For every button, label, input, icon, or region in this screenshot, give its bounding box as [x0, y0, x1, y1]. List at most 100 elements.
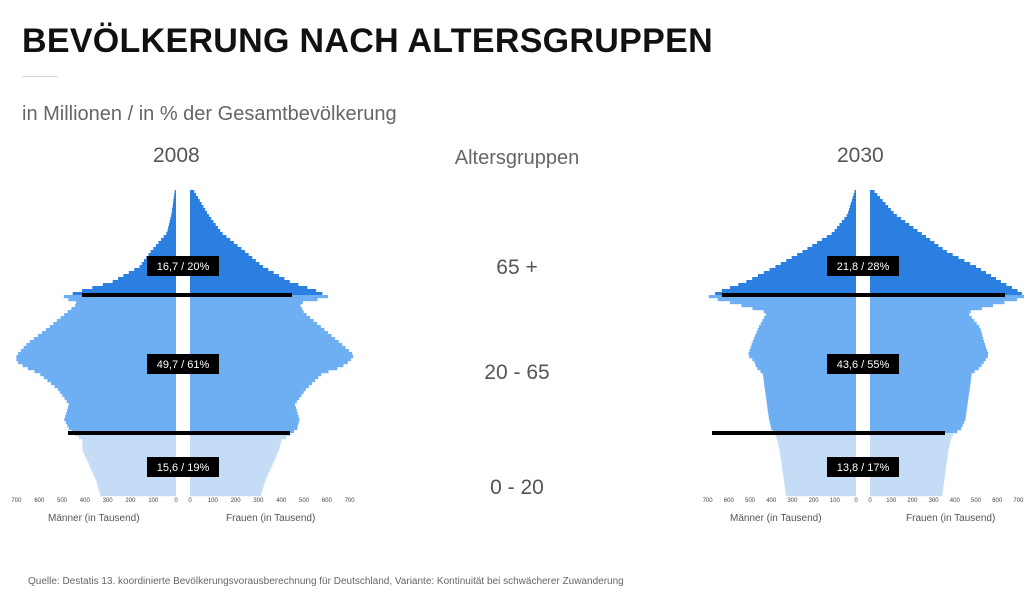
bar-men-65-plus	[752, 277, 856, 281]
bar-women-0-20	[190, 463, 273, 467]
bar-men-0-20	[780, 454, 856, 458]
bar-men-20-65	[767, 406, 856, 410]
bar-men-20-65	[18, 361, 176, 365]
bar-women-65-plus	[870, 283, 1007, 287]
bar-men-65-plus	[163, 235, 176, 239]
bar-men-0-20	[779, 448, 856, 452]
bar-men-65-plus	[854, 190, 856, 194]
x-tick-label: 700	[345, 498, 356, 504]
bar-men-20-65	[64, 418, 176, 422]
bar-men-20-65	[16, 358, 177, 362]
bar-men-0-20	[781, 460, 856, 464]
bar-women-65-plus	[190, 238, 231, 242]
bar-women-65-plus	[190, 220, 214, 224]
group-value-box	[827, 256, 899, 276]
bar-women-65-plus	[870, 256, 959, 260]
x-tick-label: 200	[125, 498, 136, 504]
bar-men-20-65	[68, 427, 176, 431]
x-tick-label: 400	[950, 498, 961, 504]
bar-men-20-65	[755, 364, 856, 368]
bar-women-65-plus	[870, 190, 875, 194]
bar-women-20-65	[190, 364, 344, 368]
bar-women-20-65	[870, 322, 977, 326]
bar-women-0-20	[870, 475, 945, 479]
bar-men-65-plus	[171, 214, 176, 218]
bar-men-20-65	[67, 424, 176, 428]
bar-men-0-20	[99, 490, 176, 494]
bar-men-65-plus	[775, 265, 856, 269]
bar-men-20-65	[60, 316, 176, 320]
bar-women-20-65	[190, 337, 336, 341]
bar-women-65-plus	[870, 193, 878, 197]
bar-men-65-plus	[174, 190, 176, 194]
bar-women-20-65	[190, 352, 353, 356]
bar-women-20-65	[870, 334, 983, 338]
bar-women-65-plus	[870, 214, 897, 218]
bar-women-65-plus	[190, 229, 221, 233]
bar-women-65-plus	[870, 202, 886, 206]
bar-women-20-65	[870, 409, 967, 413]
x-tick-label: 600	[34, 498, 45, 504]
bar-men-20-65	[33, 337, 176, 341]
bar-women-65-plus	[870, 196, 880, 200]
bar-men-20-65	[68, 403, 176, 407]
bar-men-20-65	[757, 367, 856, 371]
bar-men-20-65	[757, 328, 856, 332]
bar-women-20-65	[870, 352, 989, 356]
bar-men-65-plus	[812, 244, 856, 248]
bar-women-65-plus	[870, 220, 906, 224]
bar-women-20-65	[190, 319, 314, 323]
bar-women-65-plus	[870, 253, 953, 257]
x-tick-label: 200	[231, 498, 242, 504]
bar-men-0-20	[91, 469, 176, 473]
bar-women-20-65	[870, 310, 971, 314]
bar-men-20-65	[51, 382, 176, 386]
bar-men-65-plus	[846, 214, 856, 218]
bar-men-20-65	[749, 349, 856, 353]
pyramid-year-2030: 2030	[837, 144, 884, 167]
bar-women-0-20	[190, 448, 280, 452]
bar-women-20-65	[190, 421, 299, 425]
bar-women-20-65	[870, 385, 970, 389]
bar-men-20-65	[763, 310, 856, 314]
group-value-box	[147, 256, 219, 276]
bar-men-65-plus	[92, 286, 176, 290]
bar-women-0-20	[190, 436, 287, 440]
bar-women-20-65	[870, 394, 969, 398]
bar-men-65-plus	[849, 208, 856, 212]
bar-men-0-20	[95, 478, 176, 482]
bar-men-20-65	[769, 418, 856, 422]
group-label-0-20: 0 - 20	[490, 476, 544, 499]
x-tick-label: 700	[703, 498, 714, 504]
bar-women-20-65	[190, 424, 298, 428]
bar-women-0-20	[190, 478, 266, 482]
bar-men-0-20	[782, 466, 856, 470]
bar-men-20-65	[769, 421, 856, 425]
bar-women-65-plus	[870, 271, 986, 275]
bar-women-0-20	[870, 454, 948, 458]
bar-women-20-65	[190, 367, 338, 371]
bar-women-0-20	[870, 445, 950, 449]
x-axis-label-women: Frauen (in Tausend)	[226, 513, 315, 524]
bar-men-20-65	[763, 379, 856, 383]
bar-men-65-plus	[746, 280, 856, 284]
bar-men-20-65	[752, 358, 856, 362]
bar-men-20-65	[765, 394, 856, 398]
bar-women-65-plus	[870, 289, 1018, 293]
bar-men-20-65	[37, 334, 177, 338]
bar-men-20-65	[717, 298, 856, 302]
bar-men-0-20	[782, 472, 856, 476]
bar-men-65-plus	[112, 280, 176, 284]
bar-women-65-plus	[190, 214, 209, 218]
bar-women-0-20	[190, 493, 262, 497]
bar-men-65-plus	[852, 196, 856, 200]
bar-men-0-20	[778, 445, 856, 449]
bar-women-0-20	[870, 472, 946, 476]
bar-men-0-20	[97, 484, 176, 488]
bar-men-20-65	[29, 340, 176, 344]
x-tick-label: 600	[322, 498, 333, 504]
bar-women-65-plus	[190, 256, 253, 260]
bar-women-0-20	[870, 481, 944, 485]
bar-men-65-plus	[848, 211, 856, 215]
